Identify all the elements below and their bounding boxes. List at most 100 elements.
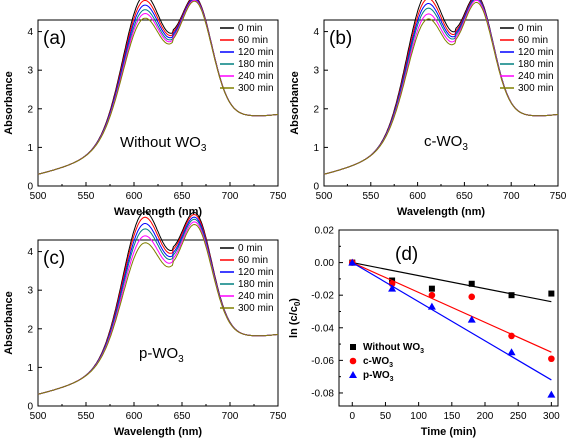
chart-panel-4: 0 50 100 150 200 250 300 0.02 0.00 -0.02 -0.04 -0.0… xyxy=(288,226,560,439)
legend-subscript: 3 xyxy=(390,376,394,383)
x-tick-label: 750 xyxy=(270,191,287,202)
y-tick-label: 0 xyxy=(27,182,33,193)
x-tick-label: 750 xyxy=(270,411,287,422)
y-tick-label: 1 xyxy=(313,143,319,154)
y-axis-title: Absorbance xyxy=(3,71,15,135)
data-point-circle xyxy=(548,355,555,363)
series-line-300-min xyxy=(323,1,559,175)
y-tick-label: 3 xyxy=(313,66,319,77)
y-axis-title-tail: ) xyxy=(288,298,300,302)
y-tick-label: 3 xyxy=(27,286,33,297)
annotation-text: Without WO3 xyxy=(120,134,207,154)
x-tick-label: 700 xyxy=(222,191,239,202)
data-point-triangle xyxy=(507,348,516,356)
x-tick-label: 150 xyxy=(443,411,460,422)
x-tick-label: 550 xyxy=(78,191,95,202)
data-point-square xyxy=(428,285,435,292)
plot-frame xyxy=(338,229,559,407)
x-axis-title: Time (min) xyxy=(421,426,477,438)
panel-label: (d) xyxy=(395,244,418,265)
legend-label: 300 min xyxy=(518,83,554,94)
data-point-square xyxy=(468,280,475,287)
x-tick-label: 0 xyxy=(349,411,355,422)
legend-subscript: 3 xyxy=(389,362,393,369)
x-tick-label: 650 xyxy=(174,191,191,202)
x-tick-label: 500 xyxy=(30,191,47,202)
x-tick-label: 750 xyxy=(550,191,567,202)
data-point-circle xyxy=(428,291,436,299)
data-point-circle xyxy=(468,293,476,301)
series-line-300-min xyxy=(37,223,279,395)
legend-label: 0 min xyxy=(238,23,262,34)
legend-label: 60 min xyxy=(238,35,268,46)
y-axis-title: Absorbance xyxy=(289,71,301,135)
x-tick-label: 600 xyxy=(126,191,143,202)
annotation-subscript: 3 xyxy=(462,142,468,153)
legend-marker xyxy=(350,344,356,350)
annotation-text: c-WO3 xyxy=(424,133,468,153)
legend-label: 0 min xyxy=(518,23,542,34)
x-tick-label: 600 xyxy=(409,191,426,202)
legend-label: 300 min xyxy=(238,83,274,94)
y-tick-label: 0 xyxy=(27,402,33,413)
x-tick-label: 200 xyxy=(477,411,494,422)
x-axis-title: Wavelength (nm) xyxy=(114,426,203,438)
x-tick-label: 300 xyxy=(543,411,560,422)
y-tick-label: 2 xyxy=(313,104,319,115)
x-tick-label: 700 xyxy=(503,191,520,202)
chart-panel-2: 500 550 600 650 700 750 0 1 2 3 4 Wavelength (nm) Ab… xyxy=(289,0,567,218)
y-tick-label: -0.04 xyxy=(311,323,334,334)
legend-label: 240 min xyxy=(238,71,274,82)
panel-label: (c) xyxy=(43,248,65,269)
annotation-subscript: 3 xyxy=(178,354,184,365)
data-point-square xyxy=(508,292,515,299)
y-tick-label: 1 xyxy=(27,143,33,154)
legend-label: 60 min xyxy=(238,255,268,266)
data-point-triangle xyxy=(388,284,397,292)
y-tick-label: 4 xyxy=(27,247,33,258)
annotation-text: p-WO3 xyxy=(139,345,184,365)
legend-marker xyxy=(349,371,357,378)
y-tick-label: 1 xyxy=(27,363,33,374)
legend-label: 180 min xyxy=(238,59,274,70)
y-axis-subscript: 0 xyxy=(293,301,302,306)
legend-label: 0 min xyxy=(238,243,262,254)
y-axis-title: ln (c/c0) xyxy=(288,298,302,338)
data-point-triangle xyxy=(467,315,476,323)
data-point-square xyxy=(548,290,555,297)
legend-label: 300 min xyxy=(238,303,274,314)
data-point-circle xyxy=(508,332,515,340)
x-tick-label: 600 xyxy=(126,411,143,422)
y-tick-label: 4 xyxy=(27,27,33,38)
y-tick-label: 2 xyxy=(27,104,33,115)
y-tick-label: 0.02 xyxy=(315,226,335,237)
series-line-300-min xyxy=(37,0,279,175)
x-tick-label: 50 xyxy=(380,411,392,422)
legend-label: 180 min xyxy=(238,279,274,290)
x-tick-label: 500 xyxy=(30,411,47,422)
y-tick-label: 0.00 xyxy=(315,258,335,269)
x-tick-label: 550 xyxy=(78,411,95,422)
legend-subscript: 3 xyxy=(420,348,424,355)
legend-label: p-WO3 xyxy=(363,370,394,383)
y-tick-label: -0.08 xyxy=(311,388,334,399)
y-tick-label: -0.02 xyxy=(311,291,334,302)
x-tick-label: 500 xyxy=(316,191,333,202)
legend-label: 240 min xyxy=(238,291,274,302)
x-axis-title: Wavelength (nm) xyxy=(114,206,203,218)
panel-label: (a) xyxy=(43,28,66,49)
panel-label: (b) xyxy=(329,28,352,49)
annotation-subscript: 3 xyxy=(201,143,207,154)
legend-label: Without WO3 xyxy=(363,342,424,355)
legend-label: 120 min xyxy=(238,267,274,278)
legend-label: c-WO3 xyxy=(363,356,393,369)
fit-line-1 xyxy=(352,262,552,353)
chart-panel-1: 500 550 600 650 700 750 0 1 2 3 4 Wavelength (nm) Ab… xyxy=(3,0,287,218)
data-point-triangle xyxy=(348,258,357,266)
legend-label: 240 min xyxy=(518,71,554,82)
y-tick-label: 0 xyxy=(313,182,319,193)
x-tick-label: 550 xyxy=(362,191,379,202)
y-axis-title: Absorbance xyxy=(3,291,15,355)
y-tick-label: 2 xyxy=(27,324,33,335)
legend-label: 120 min xyxy=(238,47,274,58)
